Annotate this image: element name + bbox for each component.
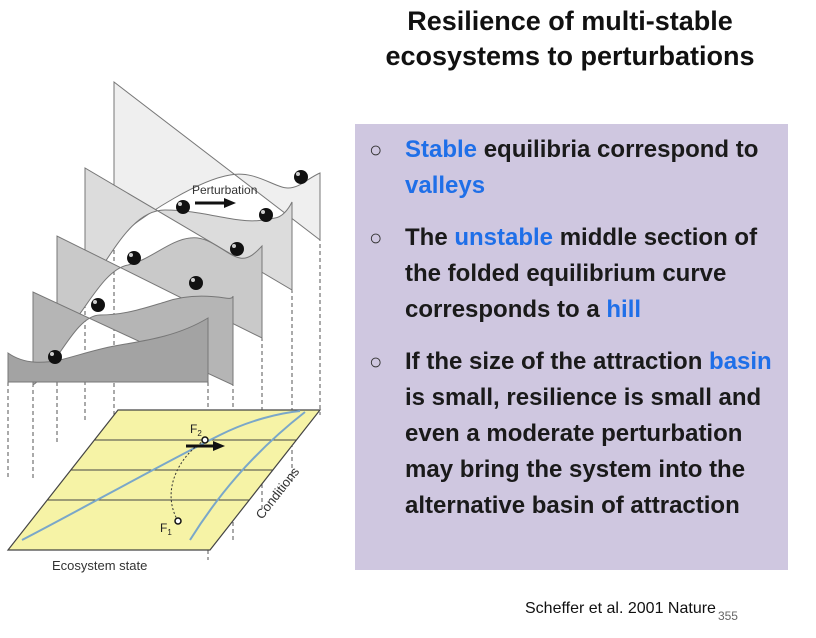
bullet-text: The unstable middle section of the folde…	[405, 220, 774, 328]
ball	[176, 200, 190, 214]
highlight-term: valleys	[405, 172, 486, 199]
point-f2	[201, 436, 209, 444]
bullet-circle-icon: ○	[369, 137, 383, 162]
bullet-item: ○ Stable equilibria correspond to valleys	[363, 132, 774, 204]
ball	[230, 242, 244, 256]
perturbation-label: Perturbation	[192, 183, 257, 197]
bullet-list: ○ Stable equilibria correspond to valleys…	[363, 132, 774, 524]
bullet-segment: The	[405, 224, 455, 251]
bullet-item: ○ The unstable middle section of the fold…	[363, 220, 774, 328]
bullet-text: Stable equilibria correspond to valleys	[405, 132, 774, 204]
highlight-term: hill	[606, 296, 642, 323]
bullet-segment: is small, resilience is small and even a…	[405, 384, 762, 519]
stability-landscape-figure: Perturbation F2 F1 Ecosystem state Condi…	[0, 70, 340, 590]
ball	[127, 251, 141, 265]
bullet-circle-icon: ○	[369, 225, 383, 250]
perturbation-arrow-icon	[195, 198, 236, 208]
ball	[294, 170, 308, 184]
f2-label: F2	[190, 422, 202, 438]
highlight-term: unstable	[454, 224, 554, 251]
highlight-term: basin	[709, 348, 772, 375]
citation-text: Scheffer et al. 2001 Nature	[525, 600, 716, 617]
highlight-term: Stable	[405, 136, 478, 163]
landscape-svg: Perturbation F2 F1 Ecosystem state Condi…	[6, 80, 322, 573]
title-line-1: Resilience of multi-stable	[407, 6, 733, 36]
citation: Scheffer et al. 2001 Nature 355	[525, 600, 738, 623]
plane-gridlines	[47, 439, 296, 501]
bullet-panel: ○ Stable equilibria correspond to valleys…	[355, 124, 788, 570]
equilibrium-curve-lower	[189, 411, 306, 541]
landscape-sheet-5	[7, 317, 209, 383]
ball	[259, 208, 273, 222]
point-f1	[174, 517, 182, 525]
ball	[189, 276, 203, 290]
bullet-item: ○ If the size of the attraction basin is …	[363, 344, 774, 524]
ecosystem-state-label: Ecosystem state	[52, 558, 147, 573]
bullet-text: If the size of the attraction basin is s…	[405, 344, 774, 524]
bullet-circle-icon: ○	[369, 349, 383, 374]
bullet-segment: middle section of the folded equilibrium…	[405, 224, 758, 323]
ball	[48, 350, 62, 364]
slide-title: Resilience of multi-stable ecosystems to…	[330, 4, 810, 74]
page-number: 355	[717, 609, 738, 623]
bullet-segment: If the size of the attraction	[405, 348, 710, 375]
plane-arrow-icon	[186, 441, 225, 451]
equilibrium-curve-upper	[21, 410, 301, 541]
ball	[91, 298, 105, 312]
title-line-2: ecosystems to perturbations	[385, 41, 755, 71]
conditions-plane	[6, 409, 322, 551]
f1-label: F1	[160, 521, 172, 537]
bullet-segment: equilibria correspond to	[477, 136, 759, 163]
